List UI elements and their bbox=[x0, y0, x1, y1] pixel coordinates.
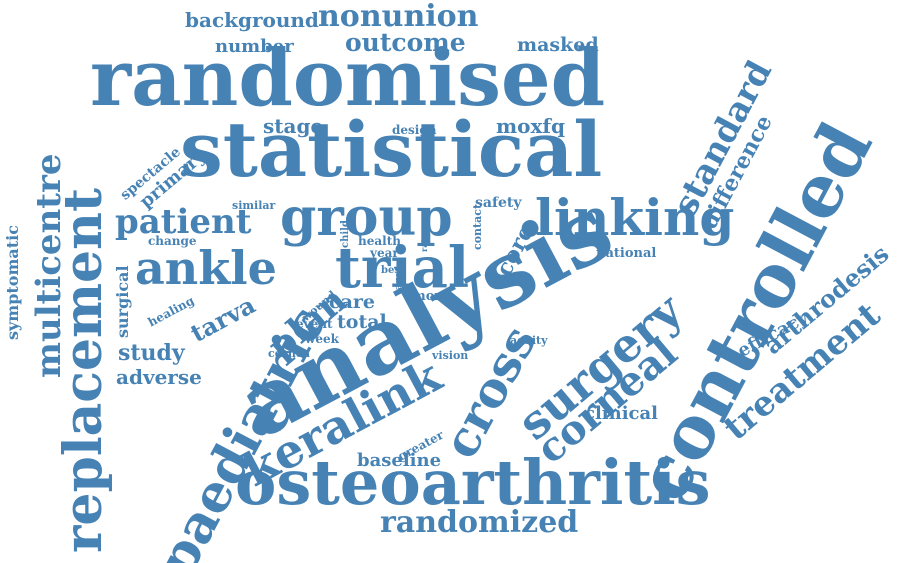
word-tarva: tarva bbox=[185, 290, 260, 348]
word-randomised: randomised bbox=[90, 33, 606, 124]
word-adverse: adverse bbox=[116, 365, 202, 389]
word-more: more bbox=[412, 289, 450, 304]
word-cornea: cornea bbox=[268, 347, 310, 360]
word-surgical: surgical bbox=[113, 265, 132, 338]
word-week: week bbox=[305, 332, 339, 346]
word-health: health bbox=[358, 234, 401, 248]
word-masked: masked bbox=[517, 34, 599, 56]
word-clinical: clinical bbox=[584, 403, 659, 424]
word-statistical: statistical bbox=[180, 105, 603, 194]
word-patient: patient bbox=[115, 202, 252, 242]
word-randomized: randomized bbox=[380, 505, 579, 540]
word-national: national bbox=[596, 246, 657, 261]
word-acuity: acuity bbox=[510, 334, 548, 347]
word-stage: stage bbox=[263, 114, 324, 138]
word-rate: rate bbox=[419, 233, 429, 252]
word-linking: linking bbox=[535, 188, 735, 247]
word-group: group bbox=[280, 187, 453, 248]
word-event: event bbox=[296, 317, 333, 331]
word-similar: similar bbox=[232, 199, 276, 212]
word-trial: trial bbox=[335, 235, 470, 301]
word-number: number bbox=[215, 36, 294, 57]
word-best: best bbox=[381, 265, 405, 276]
word-total: total bbox=[337, 311, 387, 333]
word-child: child bbox=[340, 220, 351, 248]
word-baseline: baseline bbox=[357, 450, 442, 471]
word-outcome: outcome bbox=[345, 28, 466, 57]
word-nonunion: nonunion bbox=[318, 0, 479, 34]
word-moxfq: moxfq bbox=[496, 114, 566, 138]
word-osteoarthritis: osteoarthritis bbox=[235, 446, 711, 519]
word-design: design bbox=[392, 123, 437, 137]
word-ankle: ankle bbox=[135, 241, 277, 295]
word-change: change bbox=[148, 234, 197, 248]
word-multicentre: multicentre bbox=[29, 153, 69, 378]
word-safety: safety bbox=[475, 195, 522, 211]
word-vision: vision bbox=[432, 349, 469, 362]
word-symptomatic: symptomatic bbox=[3, 225, 22, 340]
word-study: study bbox=[118, 340, 185, 366]
word-care: care bbox=[329, 291, 375, 313]
word-year: year bbox=[370, 246, 399, 260]
word-background: background bbox=[185, 8, 319, 32]
